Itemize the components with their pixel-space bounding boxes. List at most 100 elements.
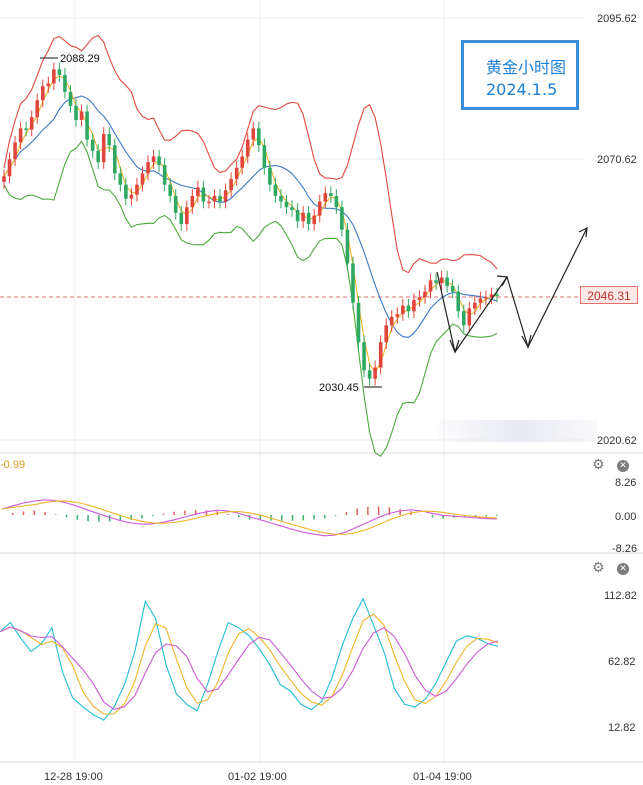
candle <box>423 291 427 298</box>
price-axis-label: 2070.62 <box>597 154 637 166</box>
candle <box>223 190 228 202</box>
candle <box>262 145 267 168</box>
candle <box>345 229 350 264</box>
candle <box>52 69 56 84</box>
candle <box>245 139 250 157</box>
candle <box>140 173 145 185</box>
candle <box>18 128 23 143</box>
candle <box>240 156 244 168</box>
macd-axis-label: -8.26 <box>612 543 637 555</box>
candle <box>301 212 305 222</box>
high-annotation: 2088.29 <box>60 53 100 65</box>
oscillator-indicator <box>0 597 499 721</box>
chart-title: 黄金小时图 <box>486 58 567 77</box>
candle <box>168 184 172 196</box>
oscillator-mid-line <box>0 613 499 715</box>
candle <box>478 298 483 303</box>
candle <box>129 194 134 199</box>
candles <box>2 62 499 386</box>
watermark <box>438 420 598 442</box>
candle <box>74 105 78 120</box>
chart-title-box: 黄金小时图 2024.1.5 <box>461 40 579 110</box>
candle <box>107 134 112 146</box>
candle <box>90 139 95 151</box>
osc-axis-label: 112.82 <box>604 590 637 602</box>
candle <box>417 297 422 301</box>
candle <box>428 280 433 292</box>
candle <box>118 173 123 185</box>
candle <box>35 100 40 118</box>
candle <box>284 201 289 208</box>
candle <box>68 91 73 106</box>
oscillator-fast-line <box>0 597 499 721</box>
candle <box>484 297 488 299</box>
osc-axis-label: 12.82 <box>608 722 636 734</box>
candle <box>351 263 355 303</box>
candle <box>101 134 106 163</box>
candle <box>29 117 34 130</box>
candle <box>439 277 444 284</box>
candle <box>184 207 189 225</box>
lower-band-line <box>3 140 498 457</box>
gear-icon[interactable]: ⚙ <box>592 560 605 576</box>
candle <box>495 294 499 296</box>
candle <box>201 187 206 202</box>
candle <box>251 128 256 140</box>
candle <box>162 164 167 185</box>
candle <box>207 201 211 204</box>
panel-separators <box>0 452 643 763</box>
candle <box>384 325 389 343</box>
middle-band-line <box>3 95 498 338</box>
macd-axis-label: 0.00 <box>615 511 636 523</box>
candle <box>295 209 300 222</box>
close-icon[interactable]: ✕ <box>617 563 629 575</box>
candle <box>234 167 239 180</box>
candle <box>146 162 150 174</box>
candle <box>96 150 100 163</box>
macd-line <box>1 499 498 537</box>
candle <box>389 316 394 326</box>
candle <box>456 291 461 312</box>
candle <box>179 212 184 225</box>
candle <box>401 305 405 315</box>
candle <box>373 367 377 379</box>
candle <box>63 74 67 92</box>
price-axis-label: 2095.62 <box>597 13 637 25</box>
gear-icon[interactable]: ⚙ <box>592 457 605 473</box>
candle <box>257 128 261 146</box>
close-icon[interactable]: ✕ <box>617 460 629 472</box>
candle <box>395 314 400 317</box>
candle <box>467 308 472 326</box>
candle <box>489 294 494 298</box>
oscillator-slow-line <box>0 626 499 710</box>
candle <box>378 342 383 368</box>
candle <box>461 311 466 326</box>
candle <box>406 305 411 312</box>
candle <box>340 207 344 230</box>
candle <box>40 86 45 101</box>
candle <box>57 69 62 75</box>
low-annotation: 2030.45 <box>319 382 359 394</box>
candle <box>151 156 156 163</box>
candle <box>356 302 361 343</box>
candle <box>445 277 449 286</box>
candle <box>196 187 200 196</box>
candle <box>434 280 438 284</box>
candle <box>279 195 283 202</box>
candle <box>317 201 322 216</box>
candle <box>124 184 128 199</box>
forecast-arrows <box>436 226 588 354</box>
osc-axis-label: 62.82 <box>608 656 636 668</box>
macd-signal-line <box>1 500 498 535</box>
time-axis-label: 12-28 19:00 <box>44 771 103 783</box>
candle <box>323 193 328 202</box>
candle <box>306 212 311 225</box>
candle <box>334 195 339 208</box>
candle <box>412 300 416 312</box>
indicator-lines <box>3 34 498 457</box>
candle <box>135 184 139 195</box>
candle <box>7 159 12 177</box>
candle <box>268 167 272 185</box>
candle <box>157 156 161 165</box>
candle <box>190 195 195 208</box>
